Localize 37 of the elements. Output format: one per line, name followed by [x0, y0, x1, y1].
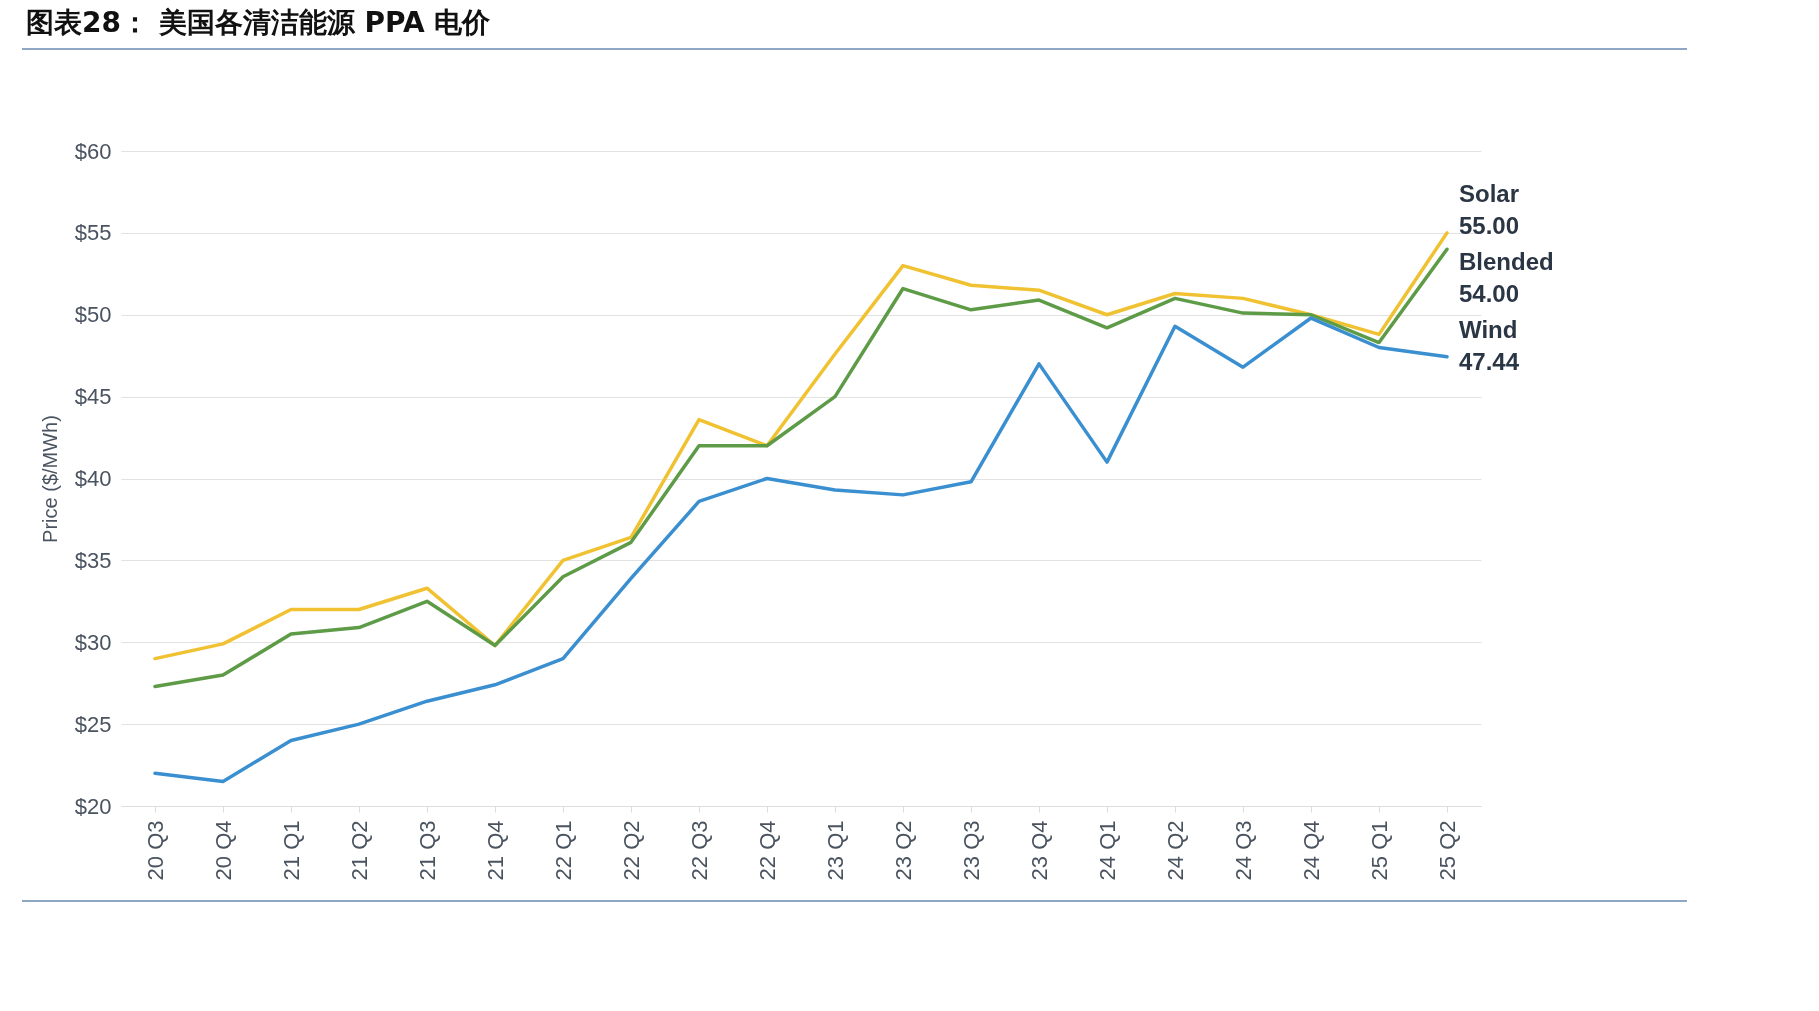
- y-tick-label: $30: [74, 629, 112, 655]
- x-tick-label: 21 Q3: [414, 820, 440, 881]
- series-label: Wind: [1459, 316, 1518, 343]
- data-label: 55.00: [1459, 212, 1520, 239]
- data-label: 54.00: [1459, 280, 1520, 307]
- x-tick-label: 24 Q1: [1094, 820, 1120, 881]
- y-tick-label: $60: [74, 138, 112, 164]
- y-tick-label: $25: [74, 711, 112, 737]
- x-tick-label: 22 Q2: [618, 820, 644, 881]
- x-tick-label: 23 Q2: [890, 820, 916, 881]
- y-tick-label: $45: [74, 384, 112, 410]
- x-tick-label: 24 Q3: [1230, 820, 1256, 881]
- x-tick-label: 22 Q3: [686, 820, 712, 881]
- x-tick-label: 22 Q4: [754, 820, 780, 881]
- x-tick-label: 25 Q2: [1434, 820, 1460, 881]
- line-series: [153, 316, 1449, 784]
- y-axis-title: Price ($/MWh): [38, 415, 61, 543]
- x-tick-label: 23 Q3: [958, 820, 984, 881]
- y-tick-label: $55: [74, 220, 112, 246]
- x-tick-label: 25 Q1: [1366, 820, 1392, 881]
- series-label: Blended: [1459, 248, 1554, 275]
- y-tick-label: $40: [74, 466, 112, 491]
- x-tick-label: 24 Q4: [1298, 820, 1324, 881]
- x-tick-label: 20 Q4: [210, 820, 236, 881]
- data-label: 47.44: [1459, 348, 1520, 375]
- x-tick-label: 23 Q4: [1026, 820, 1052, 881]
- y-tick-label: $50: [74, 302, 112, 328]
- y-tick-label: $35: [74, 547, 112, 573]
- x-tick-label: 20 Q3: [142, 820, 168, 881]
- series-label: Solar: [1459, 180, 1520, 207]
- x-tick-label: 21 Q1: [278, 820, 304, 881]
- x-tick-label: 24 Q2: [1162, 820, 1188, 881]
- x-tick-label: 21 Q2: [346, 820, 372, 881]
- x-tick-label: 23 Q1: [822, 820, 848, 881]
- x-tick-label: 22 Q1: [550, 820, 576, 881]
- x-tick-label: 21 Q4: [482, 820, 508, 881]
- y-tick-label: $20: [74, 793, 112, 819]
